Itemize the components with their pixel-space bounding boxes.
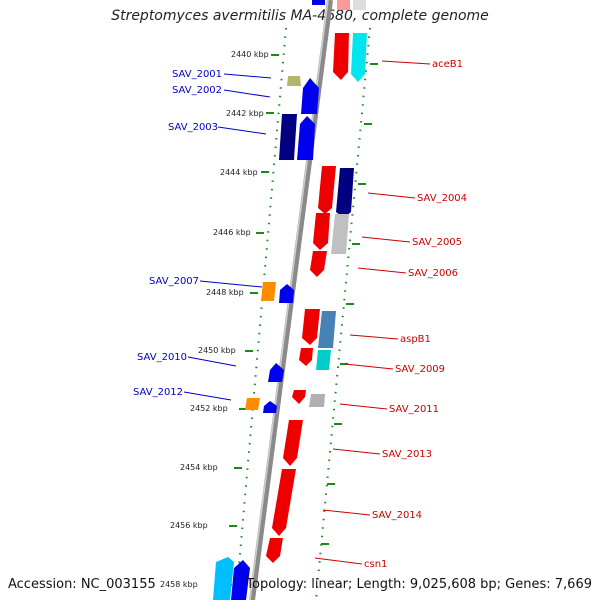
gene-SAV_2009-b[interactable] [316, 350, 331, 370]
gene-SAV_2012-b[interactable] [263, 401, 277, 413]
gene-SAV_2004-b[interactable] [336, 168, 354, 218]
gene-SAV_2007-b[interactable] [279, 284, 294, 303]
label-connector [332, 448, 381, 455]
accession-text: Accession: NC_003155 [8, 577, 156, 592]
gene-SAV_2003-b[interactable] [297, 116, 315, 160]
gene-label-SAV_2007[interactable]: SAV_2007 [149, 276, 199, 287]
label-connector [187, 356, 237, 367]
label-connector [223, 73, 272, 79]
label-connector [322, 509, 371, 516]
gene-aspB1-a[interactable] [302, 309, 320, 345]
tick-label-2454: 2454 kbp [180, 463, 218, 472]
gene-SAV_2004-a[interactable] [318, 166, 336, 214]
gene-SAV_2006[interactable] [310, 251, 327, 277]
gene-SAV_2013[interactable] [283, 420, 303, 466]
label-connector [349, 334, 399, 340]
gene-SAV_2005-b[interactable] [331, 214, 349, 254]
genome-summary-text: Topology: linear; Length: 9,025,608 bp; … [246, 577, 592, 592]
gene-label-SAV_2011[interactable]: SAV_2011 [389, 404, 439, 415]
gene-SAV_2011-a[interactable] [292, 390, 306, 404]
gene-SAV_2007-a[interactable] [261, 282, 276, 301]
gene-label-SAV_2013[interactable]: SAV_2013 [382, 449, 432, 460]
gene-SAV_2001[interactable] [287, 76, 301, 86]
gene-SAV_2011-b[interactable] [309, 394, 325, 407]
tick-label-2448: 2448 kbp [206, 288, 244, 297]
label-connector [314, 557, 363, 565]
gene-csn1[interactable] [266, 538, 283, 563]
tick-label-2450: 2450 kbp [198, 346, 236, 355]
tick-label-2442: 2442 kbp [226, 109, 264, 118]
gene-SAV_2009-a[interactable] [299, 348, 313, 366]
gene-bottom-blue[interactable] [231, 560, 250, 600]
gene-SAV_2010[interactable] [268, 363, 284, 382]
gene-label-SAV_2009[interactable]: SAV_2009 [395, 364, 445, 375]
gene-aceB1-a[interactable] [333, 33, 349, 80]
gene-aceB1-b[interactable] [351, 33, 367, 82]
gene-aspB1-b[interactable] [318, 311, 336, 348]
gene-bottom-cyan[interactable] [213, 557, 234, 600]
tick-label-2458: 2458 kbp [160, 580, 198, 589]
gene-top-blue[interactable] [312, 0, 325, 5]
label-connector [183, 391, 232, 401]
gene-label-SAV_2006[interactable]: SAV_2006 [408, 268, 458, 279]
gene-SAV_2014[interactable] [272, 469, 296, 536]
label-connector [367, 192, 416, 199]
gene-label-SAV_2004[interactable]: SAV_2004 [417, 193, 467, 204]
gene-label-csn1[interactable]: csn1 [364, 559, 387, 570]
label-connector [357, 267, 407, 274]
tick-label-2440: 2440 kbp [231, 50, 269, 59]
label-connector [223, 89, 271, 98]
label-connector [217, 126, 267, 135]
gene-top-grey[interactable] [353, 0, 366, 10]
gene-label-aceB1[interactable]: aceB1 [432, 59, 463, 70]
gene-top-pink[interactable] [337, 0, 350, 10]
tick-label-2456: 2456 kbp [170, 521, 208, 530]
tick-label-2452: 2452 kbp [190, 404, 228, 413]
tick-label-2444: 2444 kbp [220, 168, 258, 177]
label-connector [344, 363, 394, 370]
gene-SAV_2012-a[interactable] [245, 398, 260, 410]
gene-label-aspB1[interactable]: aspB1 [400, 334, 431, 345]
tick-label-2446: 2446 kbp [213, 228, 251, 237]
gene-SAV_2003-a[interactable] [279, 114, 297, 160]
gene-label-SAV_2003[interactable]: SAV_2003 [168, 122, 218, 133]
gene-SAV_2002[interactable] [301, 78, 319, 114]
genome-title: Streptomyces avermitilis MA-4680, comple… [111, 8, 489, 24]
gene-label-SAV_2010[interactable]: SAV_2010 [137, 352, 187, 363]
label-connector [381, 60, 431, 65]
gene-label-SAV_2005[interactable]: SAV_2005 [412, 237, 462, 248]
gene-label-SAV_2002[interactable]: SAV_2002 [172, 85, 222, 96]
label-connector [339, 403, 388, 410]
gene-label-SAV_2001[interactable]: SAV_2001 [172, 69, 222, 80]
gene-label-SAV_2014[interactable]: SAV_2014 [372, 510, 422, 521]
gene-label-SAV_2012[interactable]: SAV_2012 [133, 387, 183, 398]
label-connector [361, 236, 411, 243]
label-connector [199, 280, 263, 288]
gene-SAV_2005-a[interactable] [313, 213, 330, 250]
